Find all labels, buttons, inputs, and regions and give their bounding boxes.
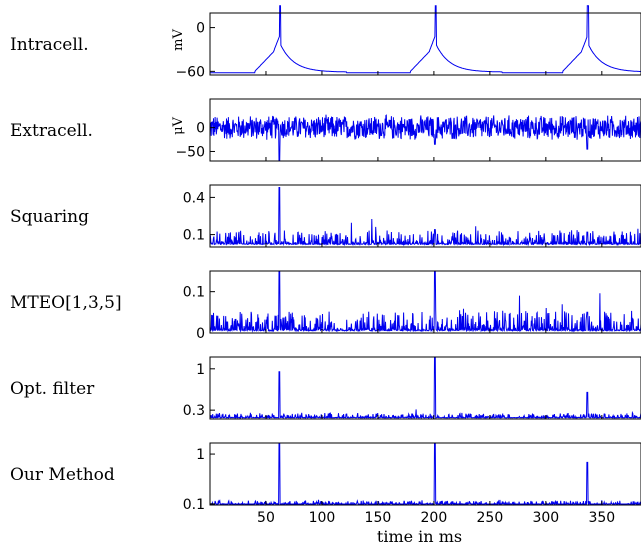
y-tick-label-2-1: 0.4 [183,190,205,206]
x-tick-label-4: 250 [477,510,504,526]
y-tick-label-4-0: 0.3 [183,403,205,419]
x-tick-label-5: 300 [532,510,559,526]
signal-trace-2 [209,187,641,247]
row-label-5: Our Method [10,465,115,485]
y-tick-label-5-1: 1 [196,447,205,463]
panel-frame-2 [209,184,641,248]
panel-frame-5 [209,442,641,506]
y-tick-label-3-0: 0 [196,326,205,342]
y-tick-label-5-0: 0.1 [183,497,205,513]
y-axis-label-1: μV [171,116,186,134]
x-tick-label-0: 50 [257,510,275,526]
panel-frame-0 [209,12,641,76]
y-tick-label-1-0: −50 [175,144,205,160]
y-tick-label-0-0: −60 [175,64,205,80]
signal-trace-4 [209,356,641,420]
x-tick-label-6: 350 [588,510,615,526]
row-label-3: MTEO[1,3,5] [10,293,122,313]
signal-trace-3 [209,270,641,333]
row-label-1: Extracell. [10,121,93,141]
panel-frame-3 [209,270,641,334]
y-tick-label-2-0: 0.1 [183,228,205,244]
y-axis-label-0: mV [171,29,186,51]
panel-frame-4 [209,356,641,420]
signal-trace-5 [209,442,641,506]
x-tick-label-3: 200 [421,510,448,526]
signal-trace-1 [209,114,641,162]
x-tick-label-2: 150 [365,510,392,526]
row-label-2: Squaring [10,207,89,227]
y-tick-label-0-1: 0 [196,21,205,37]
row-label-4: Opt. filter [10,379,95,399]
row-label-0: Intracell. [10,35,89,55]
y-tick-label-3-1: 0.1 [183,285,205,301]
signal-trace-0 [210,5,641,74]
y-tick-label-4-1: 1 [196,362,205,378]
x-axis-label: time in ms [377,527,462,546]
x-tick-label-1: 100 [309,510,336,526]
y-tick-label-1-1: 0 [196,121,205,137]
panel-frame-1 [209,98,641,162]
